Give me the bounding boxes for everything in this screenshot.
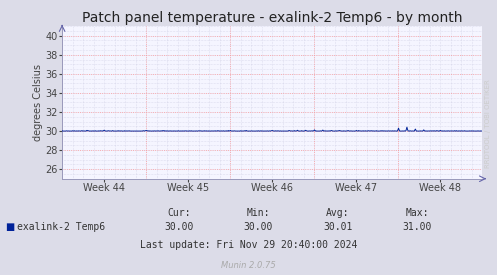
Text: 30.00: 30.00 (164, 222, 194, 232)
Text: Last update: Fri Nov 29 20:40:00 2024: Last update: Fri Nov 29 20:40:00 2024 (140, 240, 357, 250)
Text: 31.00: 31.00 (403, 222, 432, 232)
Text: ■: ■ (5, 222, 14, 232)
Text: Min:: Min: (247, 208, 270, 218)
Title: Patch panel temperature - exalink-2 Temp6 - by month: Patch panel temperature - exalink-2 Temp… (82, 11, 462, 25)
Text: 30.00: 30.00 (244, 222, 273, 232)
Y-axis label: degrees Celsius: degrees Celsius (33, 64, 43, 141)
Text: Munin 2.0.75: Munin 2.0.75 (221, 260, 276, 270)
Text: exalink-2 Temp6: exalink-2 Temp6 (17, 222, 105, 232)
Text: 30.01: 30.01 (323, 222, 353, 232)
Text: Avg:: Avg: (326, 208, 350, 218)
Text: Max:: Max: (406, 208, 429, 218)
Text: Cur:: Cur: (167, 208, 191, 218)
Text: RRDTOOL / TOBI OETIKER: RRDTOOL / TOBI OETIKER (485, 79, 491, 168)
